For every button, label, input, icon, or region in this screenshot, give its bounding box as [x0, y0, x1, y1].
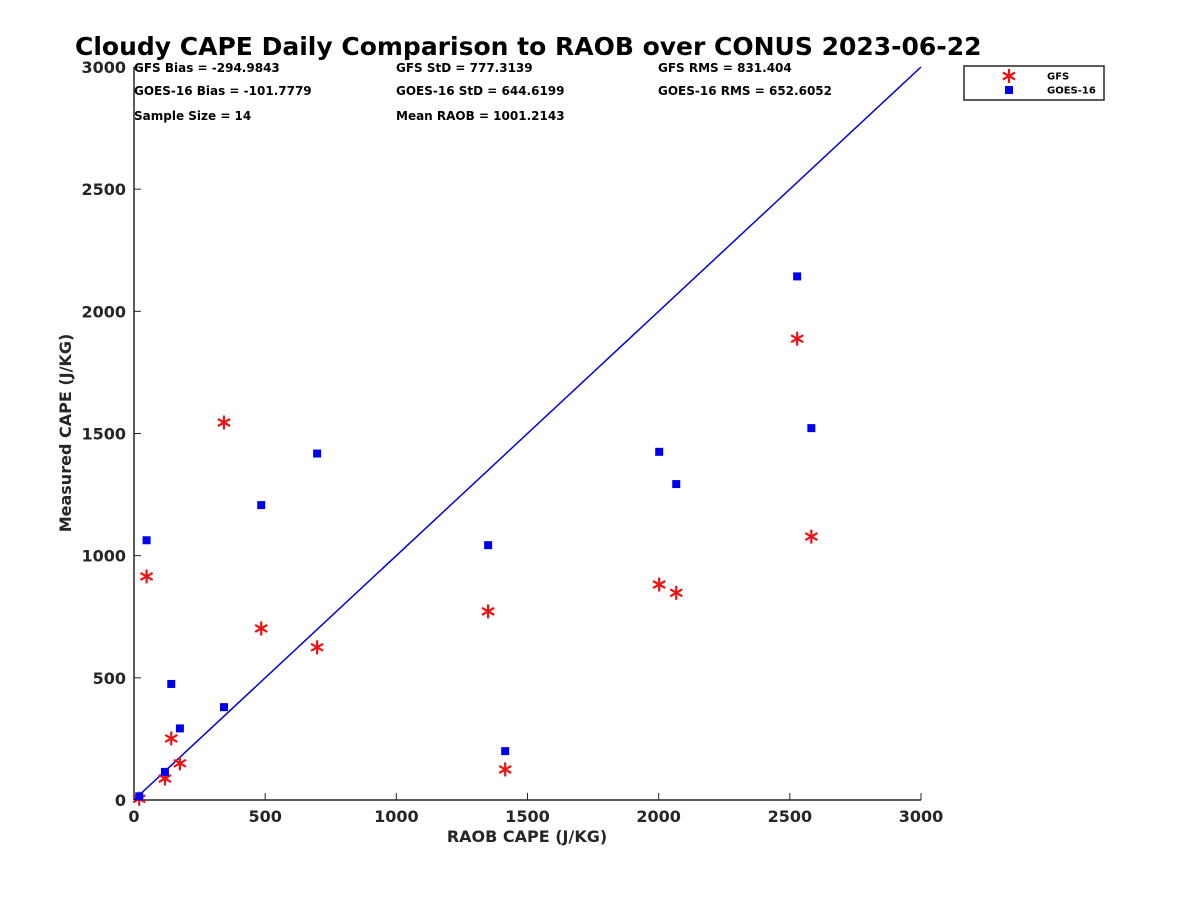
x-tick-label: 500	[248, 807, 281, 826]
gfs-point	[164, 731, 178, 746]
stat-text: GOES-16 StD = 644.6199	[396, 84, 565, 98]
asterisk-stroke	[652, 580, 666, 589]
goes16-point	[313, 449, 322, 458]
stats-annotations: GFS Bias = -294.9843 GFS StD = 777.3139 GF…	[134, 61, 832, 123]
stat-text: Sample Size = 14	[134, 109, 251, 123]
legend: GFS GOES-16	[963, 65, 1105, 101]
gfs-point	[173, 756, 187, 771]
stat-text: GOES-16 Bias = -101.7779	[134, 84, 312, 98]
legend-goes16-marker	[1005, 86, 1013, 94]
goes16-point	[160, 767, 169, 776]
stat-text: Mean RAOB = 1001.2143	[396, 109, 565, 123]
goes16-point	[807, 424, 816, 433]
x-tick-label: 2500	[768, 807, 813, 826]
gfs-point	[310, 640, 324, 655]
gfs-point	[498, 762, 512, 777]
gfs-point	[652, 577, 666, 592]
x-tick-label: 1500	[505, 807, 550, 826]
y-tick-label: 3000	[81, 58, 126, 77]
series-gfs	[132, 331, 818, 806]
gfs-point	[804, 529, 818, 544]
asterisk-stroke	[1002, 71, 1016, 81]
gfs-point	[217, 415, 231, 430]
y-axis-label: Measured CAPE (J/KG)	[56, 334, 75, 533]
asterisk-stroke	[498, 765, 512, 774]
gfs-point	[790, 331, 804, 346]
goes16-point	[672, 480, 681, 489]
legend-box	[963, 65, 1105, 101]
stat-text: GFS StD = 777.3139	[396, 61, 533, 75]
series-goes-16	[135, 272, 816, 801]
asterisk-stroke	[217, 418, 231, 427]
chart-title: Cloudy CAPE Daily Comparison to RAOB ove…	[75, 32, 981, 61]
asterisk-stroke	[139, 571, 154, 581]
stat-text: GOES-16 RMS = 652.6052	[658, 84, 832, 98]
asterisk-stroke	[173, 758, 187, 768]
gfs-point	[254, 621, 268, 636]
goes16-point	[175, 724, 184, 733]
asterisk-stroke	[804, 532, 818, 542]
stat-text: GFS RMS = 831.404	[658, 61, 792, 75]
asterisk-stroke	[158, 774, 172, 783]
asterisk-stroke	[481, 606, 495, 616]
goes16-point	[167, 679, 176, 688]
y-tick-label: 2500	[81, 180, 126, 199]
y-tick-label: 0	[115, 791, 126, 810]
x-tick-label: 0	[128, 807, 139, 826]
one-to-one-line	[133, 66, 922, 801]
y-tick-label: 500	[93, 669, 126, 688]
y-tick-label: 1500	[81, 425, 126, 444]
x-axis-label: RAOB CAPE (J/KG)	[447, 827, 607, 846]
y-tick-label: 1000	[81, 547, 126, 566]
gfs-point	[481, 604, 495, 619]
goes16-point	[142, 536, 151, 545]
asterisk-stroke	[669, 588, 683, 598]
legend-label: GFS	[1047, 72, 1069, 83]
plot-area: 0 500 1000 1500 2000 2500 3000 0 500 1000 1500 2000…	[81, 58, 943, 826]
goes16-point	[484, 541, 493, 550]
goes16-point	[257, 501, 266, 510]
x-tick-label: 3000	[899, 807, 944, 826]
x-tick-label: 1000	[374, 807, 419, 826]
goes16-point	[655, 447, 664, 456]
goes16-point	[135, 792, 144, 801]
legend-gfs-marker	[1002, 69, 1016, 83]
asterisk-stroke	[164, 733, 178, 743]
asterisk-stroke	[790, 334, 804, 344]
stat-text: GFS Bias = -294.9843	[134, 61, 280, 75]
gfs-point	[669, 585, 683, 600]
legend-label: GOES-16	[1047, 86, 1096, 97]
x-tick-label: 2000	[636, 807, 681, 826]
asterisk-stroke	[310, 642, 324, 652]
goes16-point	[793, 272, 802, 281]
goes16-point	[501, 747, 510, 756]
goes16-point	[219, 703, 228, 712]
gfs-point	[139, 569, 154, 584]
asterisk-stroke	[254, 624, 268, 633]
y-tick-label: 2000	[81, 302, 126, 321]
